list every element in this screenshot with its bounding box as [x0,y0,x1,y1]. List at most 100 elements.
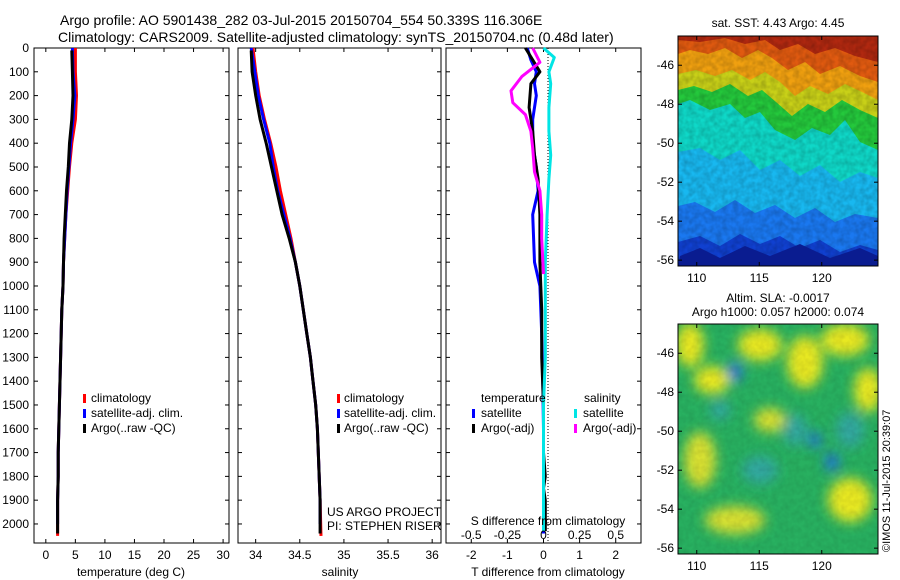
legend-title-temperature: temperature [481,391,546,405]
depth-tick-label: 400 [9,136,29,150]
x-tick-label: 0 [540,548,547,562]
series-line-argo-raw-qc- [56,50,75,534]
x-tick-label: 25 [187,548,201,562]
salinity-legend: climatology satellite-adj. clim. Argo(..… [337,391,436,435]
t-difference-xlabel: T difference from climatology [471,565,625,579]
sst-axes: -46 -48 -50 -52 -54 -56 110 115 120 [657,36,878,285]
difference-x-axis: -2 -1 0 1 2 [466,48,619,562]
legend-label-s-satellite: satellite [583,406,624,420]
depth-tick-label: 900 [9,255,29,269]
map-lat-label: -50 [657,136,675,150]
s-diff-tick-label: 0.5 [607,528,624,542]
map-lon-label: 110 [687,559,706,573]
depth-tick-label: 1300 [2,350,29,364]
sst-image [678,36,878,266]
sst-map-title: sat. SST: 4.43 Argo: 4.45 [712,16,845,30]
legend-label-argo: Argo(..raw -QC) [344,421,429,435]
depth-tick-label: 1800 [2,469,29,483]
imos-credit: ©IMOS 11-Jul-2015 20:39:07 [881,410,893,552]
legend-swatch-t-argo [472,424,475,433]
s-diff-tick-label: -0.25 [494,528,522,542]
salinity-difference-ticks: -0.5 -0.25 0 0.25 0.5 [461,528,624,542]
x-tick-label: -1 [502,548,513,562]
depth-tick-label: 1900 [2,493,29,507]
series-line-salinity-argo-adj- [509,47,545,275]
legend-swatch-satellite [337,409,340,418]
legend-label-t-satellite: satellite [481,406,522,420]
map-lon-label: 115 [750,559,769,573]
depth-tick-label: 200 [9,89,29,103]
depth-tick-label: 600 [9,184,29,198]
map-lat-label: -52 [657,463,675,477]
x-tick-label: 1 [576,548,583,562]
legend-swatch-s-satellite [574,409,577,418]
depth-tick-label: 300 [9,112,29,126]
series-line-argo-raw-qc- [249,50,322,534]
salinity-x-axis: 34 34.5 35 35.5 36 [249,48,439,562]
legend-label-climatology: climatology [91,391,151,405]
x-tick-label: 34 [249,548,263,562]
map-lat-label: -52 [657,175,675,189]
legend-label-satellite: satellite-adj. clim. [344,406,436,420]
map-lon-label: 110 [687,271,706,285]
x-tick-label: 36 [425,548,439,562]
map-lon-label: 120 [812,559,832,573]
x-tick-label: 15 [128,548,142,562]
salinity-y-ticks [238,47,441,525]
series-line-salinity-satellite [542,46,556,532]
map-lat-label: -48 [657,97,675,111]
title-line-1: Argo profile: AO 5901438_282 03-Jul-2015… [60,12,543,28]
depth-tick-label: 1100 [3,303,29,317]
salinity-series [249,47,323,536]
map-lat-label: -46 [657,58,675,72]
depth-tick-label: 2000 [2,517,29,531]
legend-label-argo: Argo(..raw -QC) [91,421,176,435]
legend-label-t-argo: Argo(-adj) [481,421,534,435]
legend-swatch-satellite [83,409,86,418]
difference-legend: temperature salinity satellite Argo(-adj… [472,391,636,435]
x-tick-label: 35 [337,548,351,562]
sst-frame [677,35,879,267]
legend-title-salinity: salinity [584,391,621,405]
temperature-x-axis: 0 5 10 15 20 25 30 [42,48,230,562]
legend-swatch-climatology [337,394,340,403]
sla-frame [677,323,879,555]
map-lon-label: 115 [750,271,769,285]
depth-tick-label: 1400 [2,374,29,388]
sla-map-title: Altim. SLA: -0.0017 [726,291,830,305]
map-lat-label: -50 [657,424,675,438]
x-tick-label: 20 [157,548,171,562]
map-lat-label: -54 [657,502,675,516]
sla-image [678,324,878,554]
map-lat-label: -56 [657,541,675,555]
map-lat-label: -56 [657,253,675,267]
x-tick-label: 35.5 [376,548,400,562]
depth-tick-label: 500 [9,160,29,174]
legend-label-s-argo: Argo(-adj) [583,421,636,435]
depth-tick-label: 1500 [2,398,29,412]
x-tick-label: -2 [466,548,477,562]
s-diff-tick-label: 0 [540,528,547,542]
map-lat-label: -54 [657,214,675,228]
legend-label-satellite: satellite-adj. clim. [91,406,183,420]
project-annotation: US ARGO PROJECT [327,505,442,519]
depth-tick-label: 1700 [2,446,29,460]
difference-y-ticks [446,47,641,525]
sla-axes: -46 -48 -50 -52 -54 -56 110 115 120 [657,324,878,573]
s-diff-tick-label: 0.25 [568,528,592,542]
map-lat-label: -46 [657,346,675,360]
depth-tick-label: 1000 [2,279,29,293]
depth-tick-label: 0 [22,41,29,55]
sla-map-subtitle: Argo h1000: 0.057 h2000: 0.074 [692,305,864,319]
depth-tick-label: 700 [9,208,29,222]
depth-tick-label: 1200 [2,327,29,341]
x-tick-label: 5 [72,548,79,562]
temperature-series [56,47,78,536]
difference-series [509,46,556,534]
depth-tick-label: 1600 [2,422,29,436]
legend-swatch-climatology [83,394,86,403]
depth-tick-label: 100 [9,65,29,79]
x-tick-label: 30 [216,548,230,562]
x-tick-label: 10 [98,548,112,562]
